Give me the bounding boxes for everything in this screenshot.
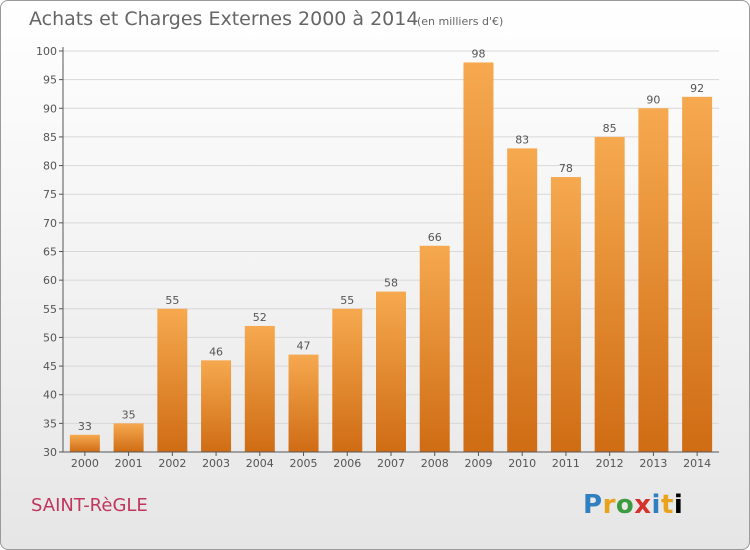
y-tick-label: 95 <box>43 74 57 87</box>
x-tick-label: 2014 <box>683 457 711 470</box>
y-tick-label: 100 <box>36 45 57 58</box>
data-label: 52 <box>253 311 267 324</box>
data-label: 46 <box>209 345 223 358</box>
data-label: 92 <box>690 82 704 95</box>
x-tick-label: 2003 <box>202 457 230 470</box>
bar <box>682 96 713 452</box>
x-tick-label: 2009 <box>464 457 492 470</box>
data-label: 47 <box>297 340 311 353</box>
data-label: 55 <box>165 294 179 307</box>
logo-letter: i <box>673 490 684 520</box>
y-tick-label: 50 <box>43 331 57 344</box>
chart-title: Achats et Charges Externes 2000 à 2014 <box>29 8 419 30</box>
x-tick-label: 2004 <box>246 457 274 470</box>
data-label: 85 <box>603 122 617 135</box>
logo-letter: r <box>602 490 616 520</box>
data-label: 98 <box>471 47 485 60</box>
bar <box>376 291 406 452</box>
y-tick-label: 55 <box>43 303 57 316</box>
y-tick-label: 85 <box>43 131 57 144</box>
bar <box>419 245 450 452</box>
bar <box>638 108 669 453</box>
data-label: 90 <box>646 93 660 106</box>
data-label: 78 <box>559 162 573 175</box>
x-tick-label: 2010 <box>508 457 536 470</box>
data-label: 33 <box>78 420 92 433</box>
bar <box>550 177 581 452</box>
logo-letter: x <box>634 490 652 520</box>
x-tick-label: 2005 <box>290 457 318 470</box>
y-tick-label: 60 <box>43 274 57 287</box>
logo-letter: i <box>651 490 661 520</box>
bar <box>201 360 232 452</box>
bar <box>463 62 494 452</box>
y-tick-label: 80 <box>43 160 57 173</box>
bar <box>157 308 188 452</box>
x-tick-label: 2002 <box>158 457 186 470</box>
x-tick-label: 2001 <box>115 457 143 470</box>
y-tick-label: 35 <box>43 417 57 430</box>
proxiti-logo[interactable]: Proxiti <box>583 490 683 520</box>
x-tick-label: 2011 <box>552 457 580 470</box>
logo-letter: P <box>583 490 603 520</box>
bar <box>507 148 538 452</box>
bar <box>288 354 319 452</box>
x-tick-label: 2006 <box>333 457 361 470</box>
y-tick-label: 30 <box>43 446 57 459</box>
data-label: 66 <box>428 231 442 244</box>
y-tick-label: 70 <box>43 217 57 230</box>
data-label: 35 <box>122 408 136 421</box>
x-tick-label: 2000 <box>71 457 99 470</box>
logo-letter: o <box>615 490 635 520</box>
data-label: 83 <box>515 133 529 146</box>
y-tick-label: 45 <box>43 360 57 373</box>
chart-unit: (en milliers d'€) <box>417 15 504 28</box>
x-tick-label: 2012 <box>596 457 624 470</box>
bar <box>113 423 144 452</box>
y-tick-label: 75 <box>43 188 57 201</box>
x-tick-label: 2008 <box>421 457 449 470</box>
x-tick-label: 2007 <box>377 457 405 470</box>
logo-letter: t <box>660 490 674 520</box>
data-label: 55 <box>340 294 354 307</box>
bar <box>69 434 100 452</box>
bar <box>332 308 363 452</box>
commune-name: SAINT-RèGLE <box>31 495 148 516</box>
y-tick-label: 65 <box>43 246 57 259</box>
x-tick-label: 2013 <box>639 457 667 470</box>
data-label: 58 <box>384 277 398 290</box>
bar <box>594 136 625 452</box>
y-tick-label: 40 <box>43 389 57 402</box>
bar <box>244 325 275 452</box>
y-tick-label: 90 <box>43 102 57 115</box>
